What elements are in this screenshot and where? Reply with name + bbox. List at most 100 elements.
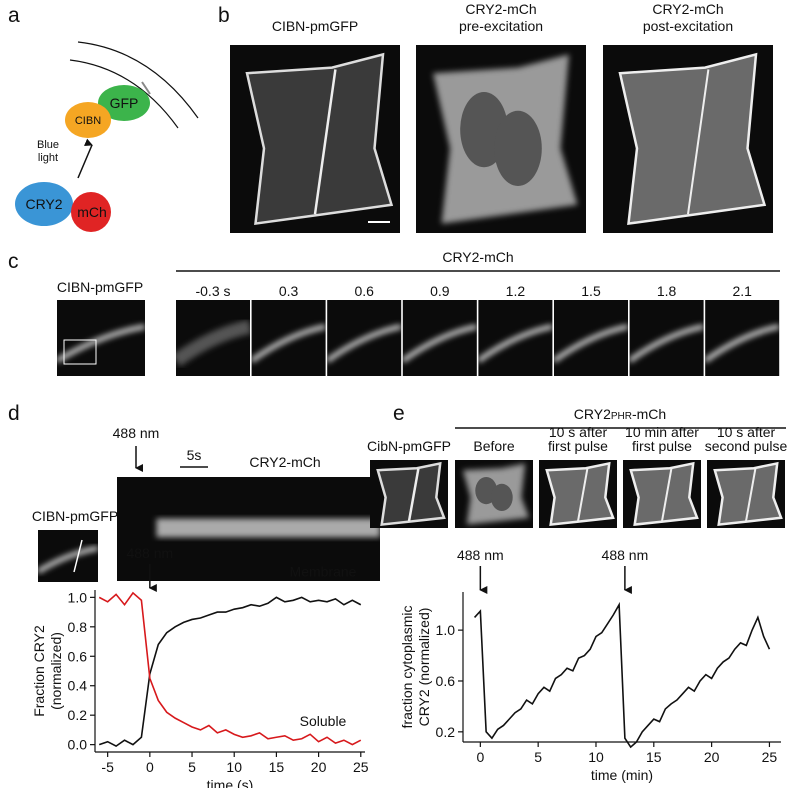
cell-boundary (313, 69, 337, 215)
cell-boundary (577, 468, 589, 522)
panel-letter: e (393, 402, 405, 425)
panel-letter: c (8, 250, 19, 273)
stimulus-label: 488 nm (113, 425, 160, 441)
y-tick-label: 1.0 (436, 622, 456, 638)
image-title: first pulse (632, 438, 692, 454)
y-tick-label: 0.6 (436, 673, 456, 689)
nucleus (494, 110, 542, 186)
protein-label: CIBN (75, 115, 101, 127)
group-title: CRY2PHR-mCh (574, 406, 666, 422)
annotation: 488 nm (126, 545, 173, 561)
series-label: Soluble (300, 713, 347, 729)
membrane-outer (77, 41, 199, 119)
x-tick-label: 15 (646, 749, 662, 765)
image-title: CRY2-mCh (249, 454, 320, 470)
image-title: CIBN-pmGFP (32, 508, 118, 524)
micrograph (38, 530, 98, 582)
panel-letter: d (8, 402, 20, 425)
time-label: 0.3 (279, 283, 299, 299)
panel-a: a GFP CIBN Blue light CRY2 mCh (8, 4, 199, 232)
protein-label: mCh (77, 204, 107, 220)
image-content (554, 324, 628, 363)
cell-boundary (407, 468, 420, 522)
y-tick-label: 0.0 (68, 737, 88, 753)
time-label: 1.2 (506, 283, 526, 299)
mch-protein (71, 192, 111, 232)
image-title: first pulse (548, 438, 608, 454)
image-title: pre-excitation (459, 18, 543, 34)
membrane-edge (402, 324, 477, 363)
nucleus (490, 483, 513, 511)
annotation: 488 nm (457, 547, 504, 563)
membrane-edge (176, 319, 250, 367)
y-tick-label: 0.8 (68, 619, 88, 635)
image-content (713, 461, 783, 527)
y-axis-label: fraction cytoplasmicCRY2 (normalized) (399, 606, 432, 729)
membrane-edge (327, 324, 402, 363)
micrograph (416, 45, 586, 233)
cell-body (618, 52, 767, 226)
y-tick-label: 0.6 (68, 648, 88, 664)
image-content (402, 324, 477, 363)
image-title: CIBN-pmGFP (272, 18, 358, 34)
line-scan (73, 539, 83, 573)
series-line (473, 601, 771, 749)
cell-boundary (687, 69, 710, 215)
image-content (545, 461, 615, 527)
micrograph (402, 300, 477, 376)
cell-boundary (661, 468, 673, 522)
x-tick-label: 20 (704, 749, 720, 765)
series-label: Membrane (290, 564, 357, 580)
image-title: Before (473, 438, 514, 454)
image-title: CIBN-pmGFP (57, 279, 143, 295)
anchor (141, 81, 151, 95)
micrograph (603, 45, 773, 233)
image-content (478, 324, 553, 363)
x-tick-label: 5 (534, 749, 542, 765)
y-axis-label: Fraction CRY2(normalized) (31, 625, 64, 717)
image-content (327, 324, 402, 363)
time-label: -0.3 s (195, 283, 230, 299)
membrane-edge (251, 324, 326, 363)
image-content (433, 54, 578, 224)
image-title: CRY2-mCh (652, 1, 723, 17)
x-tick-label: 25 (762, 749, 778, 765)
x-tick-label: 20 (311, 759, 327, 775)
x-tick-label: 25 (353, 759, 369, 775)
series-line (98, 596, 362, 748)
image-title: post-excitation (643, 18, 733, 34)
micrograph (327, 300, 402, 376)
y-tick-label: 0.4 (68, 678, 88, 694)
x-tick-label: 0 (476, 749, 484, 765)
image-content (38, 545, 98, 574)
image-content (156, 518, 380, 538)
membrane-edge (38, 545, 98, 574)
y-axis-label-line: (normalized) (48, 632, 64, 710)
y-tick-label: 0.2 (68, 707, 88, 723)
image-content (376, 461, 446, 527)
y-tick-label: 1.0 (68, 589, 88, 605)
x-tick-label: 0 (146, 759, 154, 775)
arrow (77, 138, 93, 179)
image-content (245, 52, 394, 226)
image-title: 10 s after (549, 424, 608, 440)
image-content (629, 324, 704, 363)
annotation: 488 nm (602, 547, 649, 563)
cell-body (713, 461, 783, 527)
membrane-edge (629, 324, 704, 363)
x-tick-label: 10 (588, 749, 604, 765)
protein-label: GFP (110, 95, 139, 111)
y-axis-label-line: CRY2 (normalized) (416, 608, 432, 727)
time-label: 2.1 (732, 283, 752, 299)
cibn-protein (65, 102, 111, 138)
time-label: 1.5 (581, 283, 601, 299)
micrograph (554, 300, 628, 376)
image-title: CRY2-mCh (465, 1, 536, 17)
image-title: 10 s after (717, 424, 776, 440)
y-axis-label-line: fraction cytoplasmic (399, 606, 415, 729)
y-axis-label-line: Fraction CRY2 (31, 625, 47, 717)
x-tick-label: 5 (188, 759, 196, 775)
micrograph (705, 300, 780, 376)
image-content (705, 324, 780, 363)
micrograph (230, 45, 400, 233)
